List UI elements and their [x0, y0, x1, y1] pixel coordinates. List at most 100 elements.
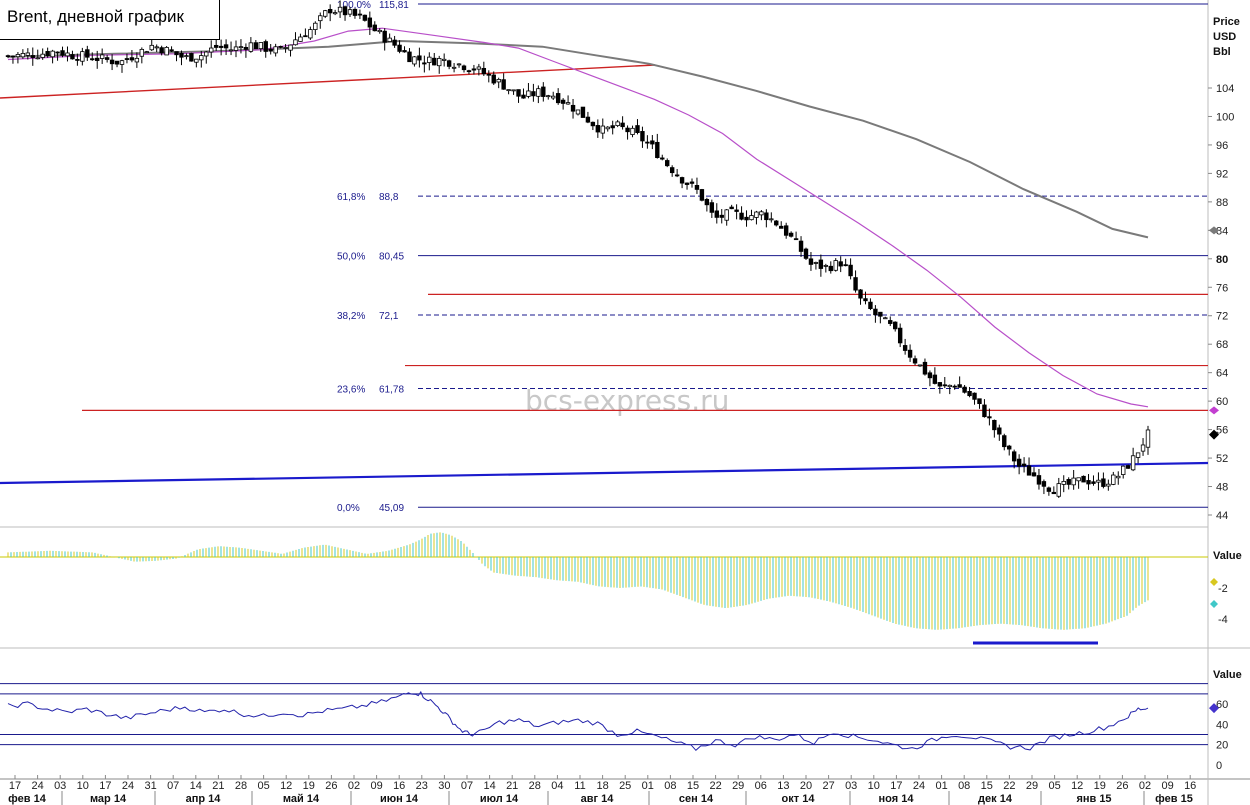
candle-body	[699, 189, 705, 201]
candle-body	[45, 51, 50, 57]
candle-body	[575, 109, 581, 115]
candle-body	[560, 99, 566, 104]
date-tick-label: 22	[1003, 780, 1015, 792]
candle-body	[1036, 475, 1042, 485]
candle-body	[1140, 444, 1146, 452]
candle-body	[665, 160, 670, 167]
candle-body	[293, 39, 298, 46]
rsi-line	[7, 690, 1149, 752]
date-tick-label: 03	[845, 780, 857, 792]
candle-body	[25, 52, 31, 56]
candle-body	[813, 262, 819, 264]
date-tick-label: 24	[122, 780, 134, 792]
candle-body	[496, 79, 501, 83]
candle-body	[600, 125, 605, 134]
candle-body	[1091, 481, 1096, 484]
candle-body	[40, 53, 45, 58]
candle-body	[1111, 474, 1116, 485]
candle-body	[674, 174, 680, 177]
candle-body	[769, 218, 774, 221]
date-tick-label: 16	[393, 780, 405, 792]
month-label: янв 15	[1076, 793, 1111, 805]
candle-body	[635, 125, 640, 133]
date-tick-label: 26	[1116, 780, 1128, 792]
price-tick-label: 92	[1216, 168, 1228, 180]
candle-body	[298, 36, 303, 42]
candle-body	[313, 22, 318, 30]
candle-body	[724, 209, 729, 221]
month-label: ноя 14	[879, 793, 915, 805]
price-tick-label: 48	[1216, 482, 1228, 494]
date-tick-label: 10	[77, 780, 89, 792]
date-tick-label: 15	[687, 780, 699, 792]
candle-body	[719, 214, 724, 218]
candle-body	[352, 8, 358, 16]
candle-body	[30, 55, 35, 58]
candle-body	[461, 65, 467, 71]
chart-title: Brent, дневной график	[0, 0, 220, 40]
date-tick-label: 31	[144, 780, 156, 792]
candle-body	[218, 45, 224, 48]
candle-body	[565, 102, 571, 105]
fib-value: 45,09	[379, 503, 404, 514]
date-tick-label: 29	[1026, 780, 1038, 792]
candle-body	[779, 225, 784, 229]
candle-body	[570, 104, 576, 112]
oscillator-tick-label: -2	[1218, 583, 1228, 595]
candle-body	[367, 17, 373, 28]
candle-body	[1076, 477, 1081, 482]
candle-body	[803, 248, 809, 259]
candle-body	[902, 345, 908, 351]
candle-body	[843, 264, 848, 267]
candle-body	[377, 29, 382, 33]
candle-body	[972, 392, 977, 400]
date-tick-label: 09	[1161, 780, 1173, 792]
candle-body	[1056, 483, 1061, 497]
candle-body	[441, 58, 447, 61]
date-tick-label: 25	[619, 780, 631, 792]
resistance-levels	[82, 293, 1208, 411]
candle-body	[109, 59, 115, 65]
candle-body	[1096, 479, 1101, 483]
candle-body	[154, 46, 159, 49]
candle-body	[907, 349, 913, 358]
rsi-label: Value	[1213, 669, 1242, 681]
date-tick-label: 29	[732, 780, 744, 792]
price-candles	[5, 0, 1151, 499]
candle-body	[511, 89, 516, 92]
date-tick-label: 01	[935, 780, 947, 792]
candle-body	[912, 358, 918, 364]
candle-body	[610, 125, 615, 129]
candle-body	[268, 48, 273, 52]
candle-body	[491, 74, 496, 84]
candle-body	[694, 185, 700, 190]
candle-body	[952, 385, 957, 388]
candle-body	[362, 14, 368, 21]
candle-body	[402, 50, 407, 53]
candle-body	[169, 49, 174, 52]
candle-body	[546, 95, 551, 98]
watermark: bcs-express.ru	[525, 384, 729, 417]
candle-body	[982, 404, 987, 418]
candle-body	[1021, 463, 1027, 467]
candle-body	[1066, 479, 1071, 485]
date-tick-label: 23	[416, 780, 428, 792]
candle-body	[283, 47, 288, 49]
price-tick-label: 44	[1216, 510, 1228, 522]
candle-body	[1011, 451, 1017, 462]
candle-body	[848, 264, 853, 277]
trendlines	[0, 64, 1209, 485]
month-label: дек 14	[978, 793, 1013, 805]
date-tick-label: 12	[280, 780, 292, 792]
candle-body	[858, 289, 863, 299]
candle-body	[734, 209, 739, 212]
candle-body	[957, 384, 962, 388]
candle-body	[427, 56, 432, 63]
date-tick-label: 20	[800, 780, 812, 792]
candle-body	[104, 57, 110, 60]
candle-body	[10, 55, 16, 58]
date-tick-label: 21	[212, 780, 224, 792]
candle-body	[977, 398, 982, 405]
candle-body	[20, 53, 26, 58]
candle-body	[278, 45, 283, 48]
